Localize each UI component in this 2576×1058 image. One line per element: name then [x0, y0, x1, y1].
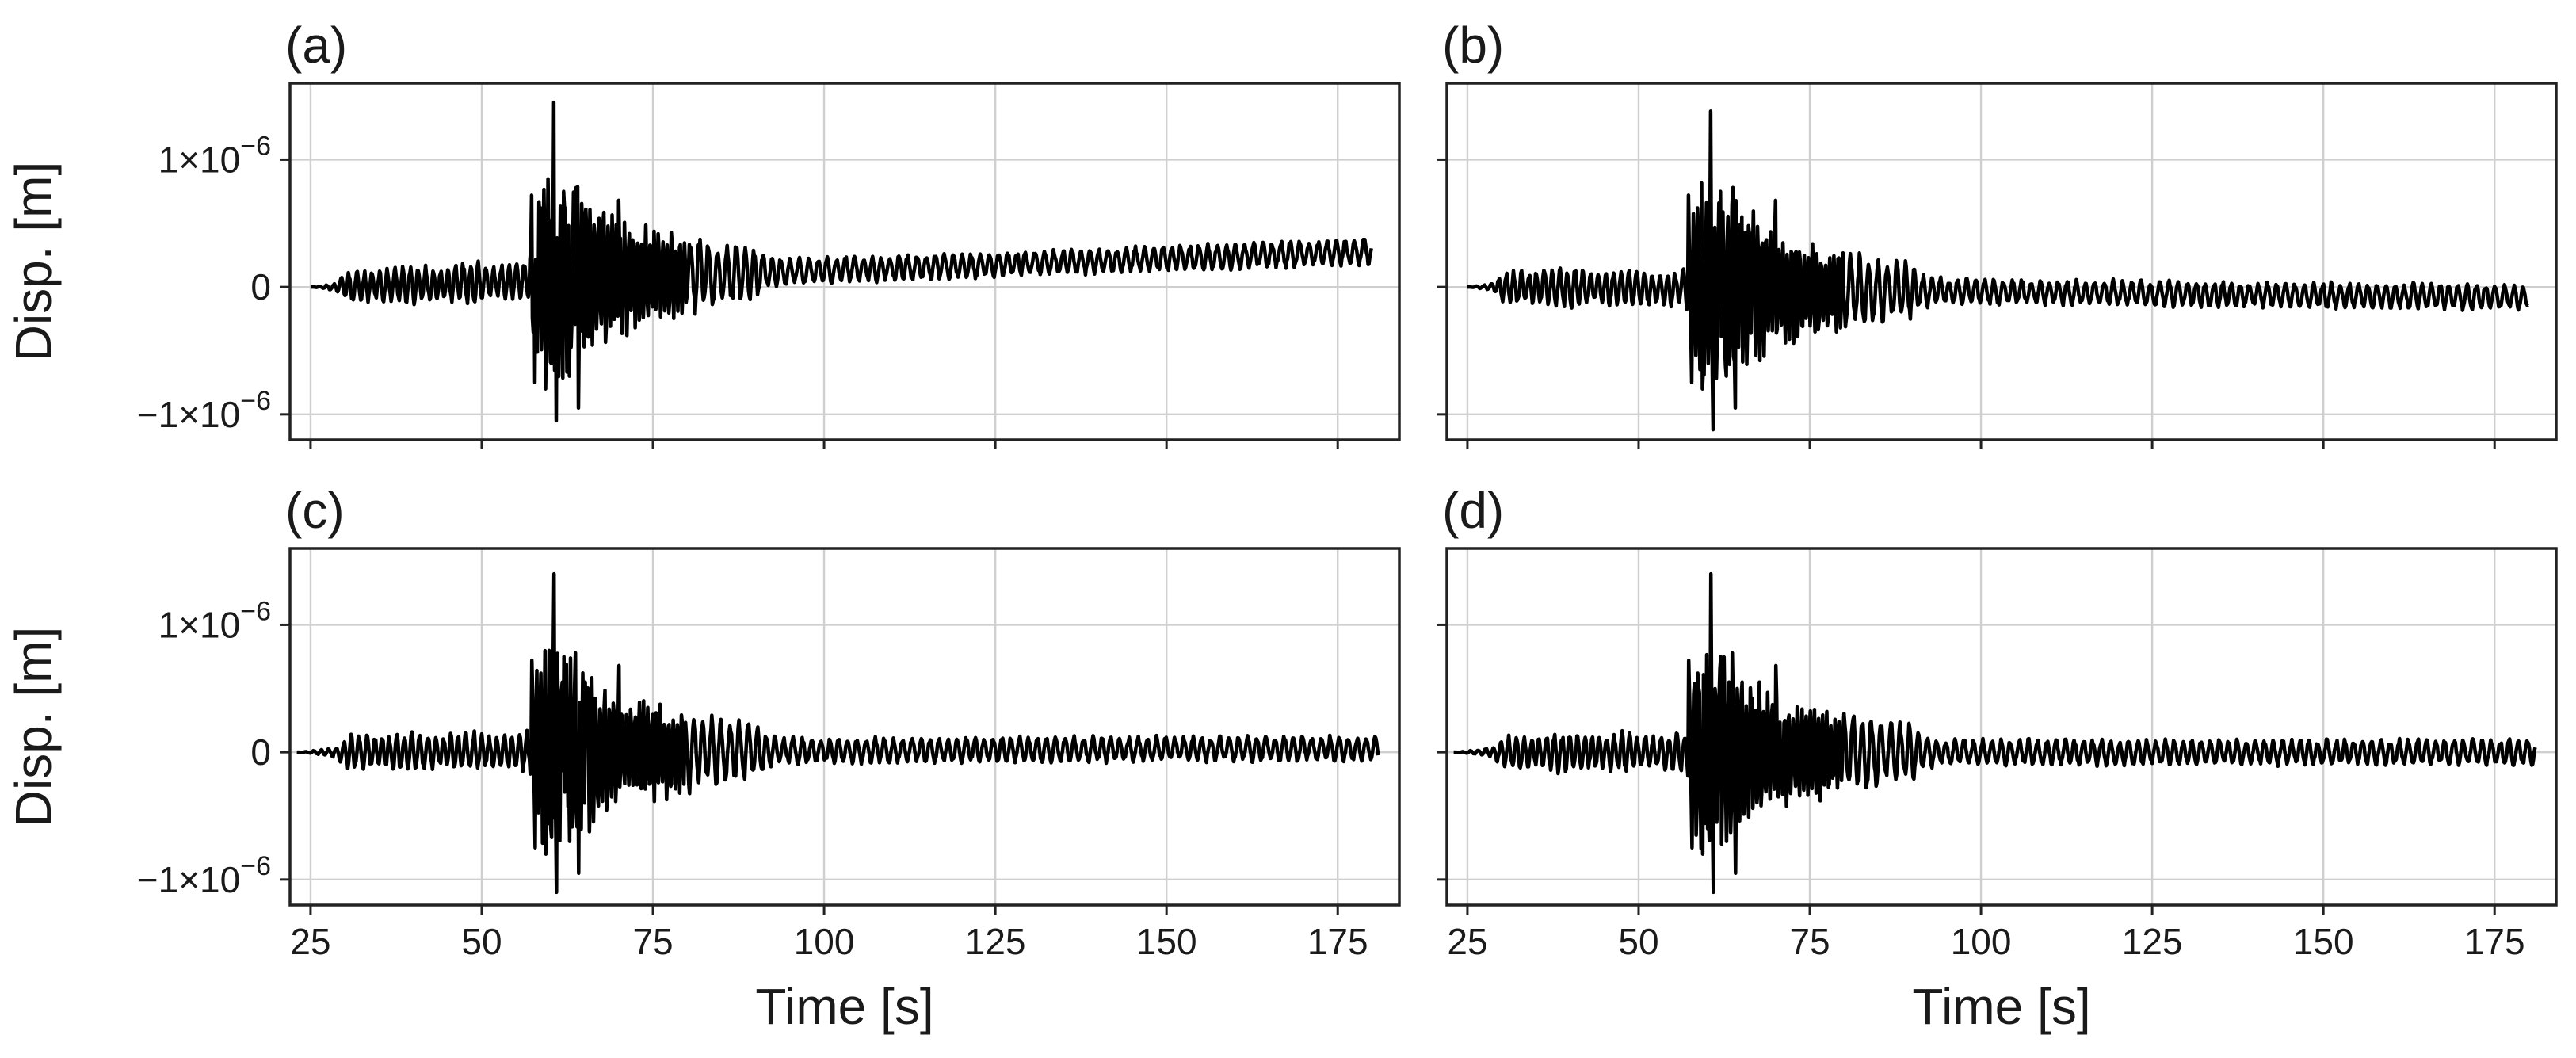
x-tick-label: 50	[461, 921, 502, 962]
series-trace	[296, 571, 1380, 895]
panel-d: 25 50 75 100 125 150 175 (d) Time [s]	[1437, 482, 2558, 1035]
plot-frame	[1445, 82, 2558, 441]
x-axis-label: Time [s]	[1912, 978, 2090, 1035]
x-tick-label: 50	[1618, 921, 1658, 962]
y-tick-label: 0	[250, 266, 271, 307]
x-tick-label: 100	[1951, 921, 2012, 962]
panel-a: −1×10−6 0 1×10−6 (a) Disp. [m]	[5, 17, 1401, 449]
panel-c: 25 50 75 100 125 150 175 −1×10−6 0 1×10−6 (c) Disp.…	[5, 482, 1401, 1035]
x-tick-label: 150	[1136, 921, 1197, 962]
y-tick-label: 1×10−6	[158, 596, 271, 645]
plot-frame	[1445, 547, 2558, 907]
x-axis-label: Time [s]	[755, 978, 933, 1035]
plot-frame	[288, 547, 1401, 907]
y-axis-label: Disp. [m]	[5, 627, 62, 827]
series-trace	[309, 100, 1373, 423]
series-trace	[1452, 571, 2537, 895]
x-tick-label: 125	[2122, 921, 2183, 962]
x-tick-label: 125	[965, 921, 1026, 962]
panel-label: (d)	[1442, 482, 1504, 539]
x-tick-label: 25	[290, 921, 330, 962]
x-tick-label: 175	[1307, 921, 1368, 962]
panel-label: (c)	[285, 482, 345, 539]
y-tick-label: −1×10−6	[137, 386, 271, 435]
series-trace	[1466, 109, 2529, 432]
x-tick-label: 75	[632, 921, 673, 962]
y-tick-label: 1×10−6	[158, 131, 271, 180]
x-tick-label: 100	[794, 921, 855, 962]
x-tick-label: 175	[2464, 921, 2525, 962]
panel-label: (b)	[1442, 17, 1504, 74]
panel-b: (b)	[1437, 17, 2558, 449]
x-tick-label: 75	[1789, 921, 1830, 962]
x-tick-label: 150	[2293, 921, 2354, 962]
y-tick-label: −1×10−6	[137, 851, 271, 900]
panel-label: (a)	[285, 17, 347, 74]
x-tick-label: 25	[1447, 921, 1487, 962]
y-axis-label: Disp. [m]	[5, 162, 62, 361]
plot-frame	[288, 82, 1401, 441]
y-tick-label: 0	[250, 731, 271, 773]
